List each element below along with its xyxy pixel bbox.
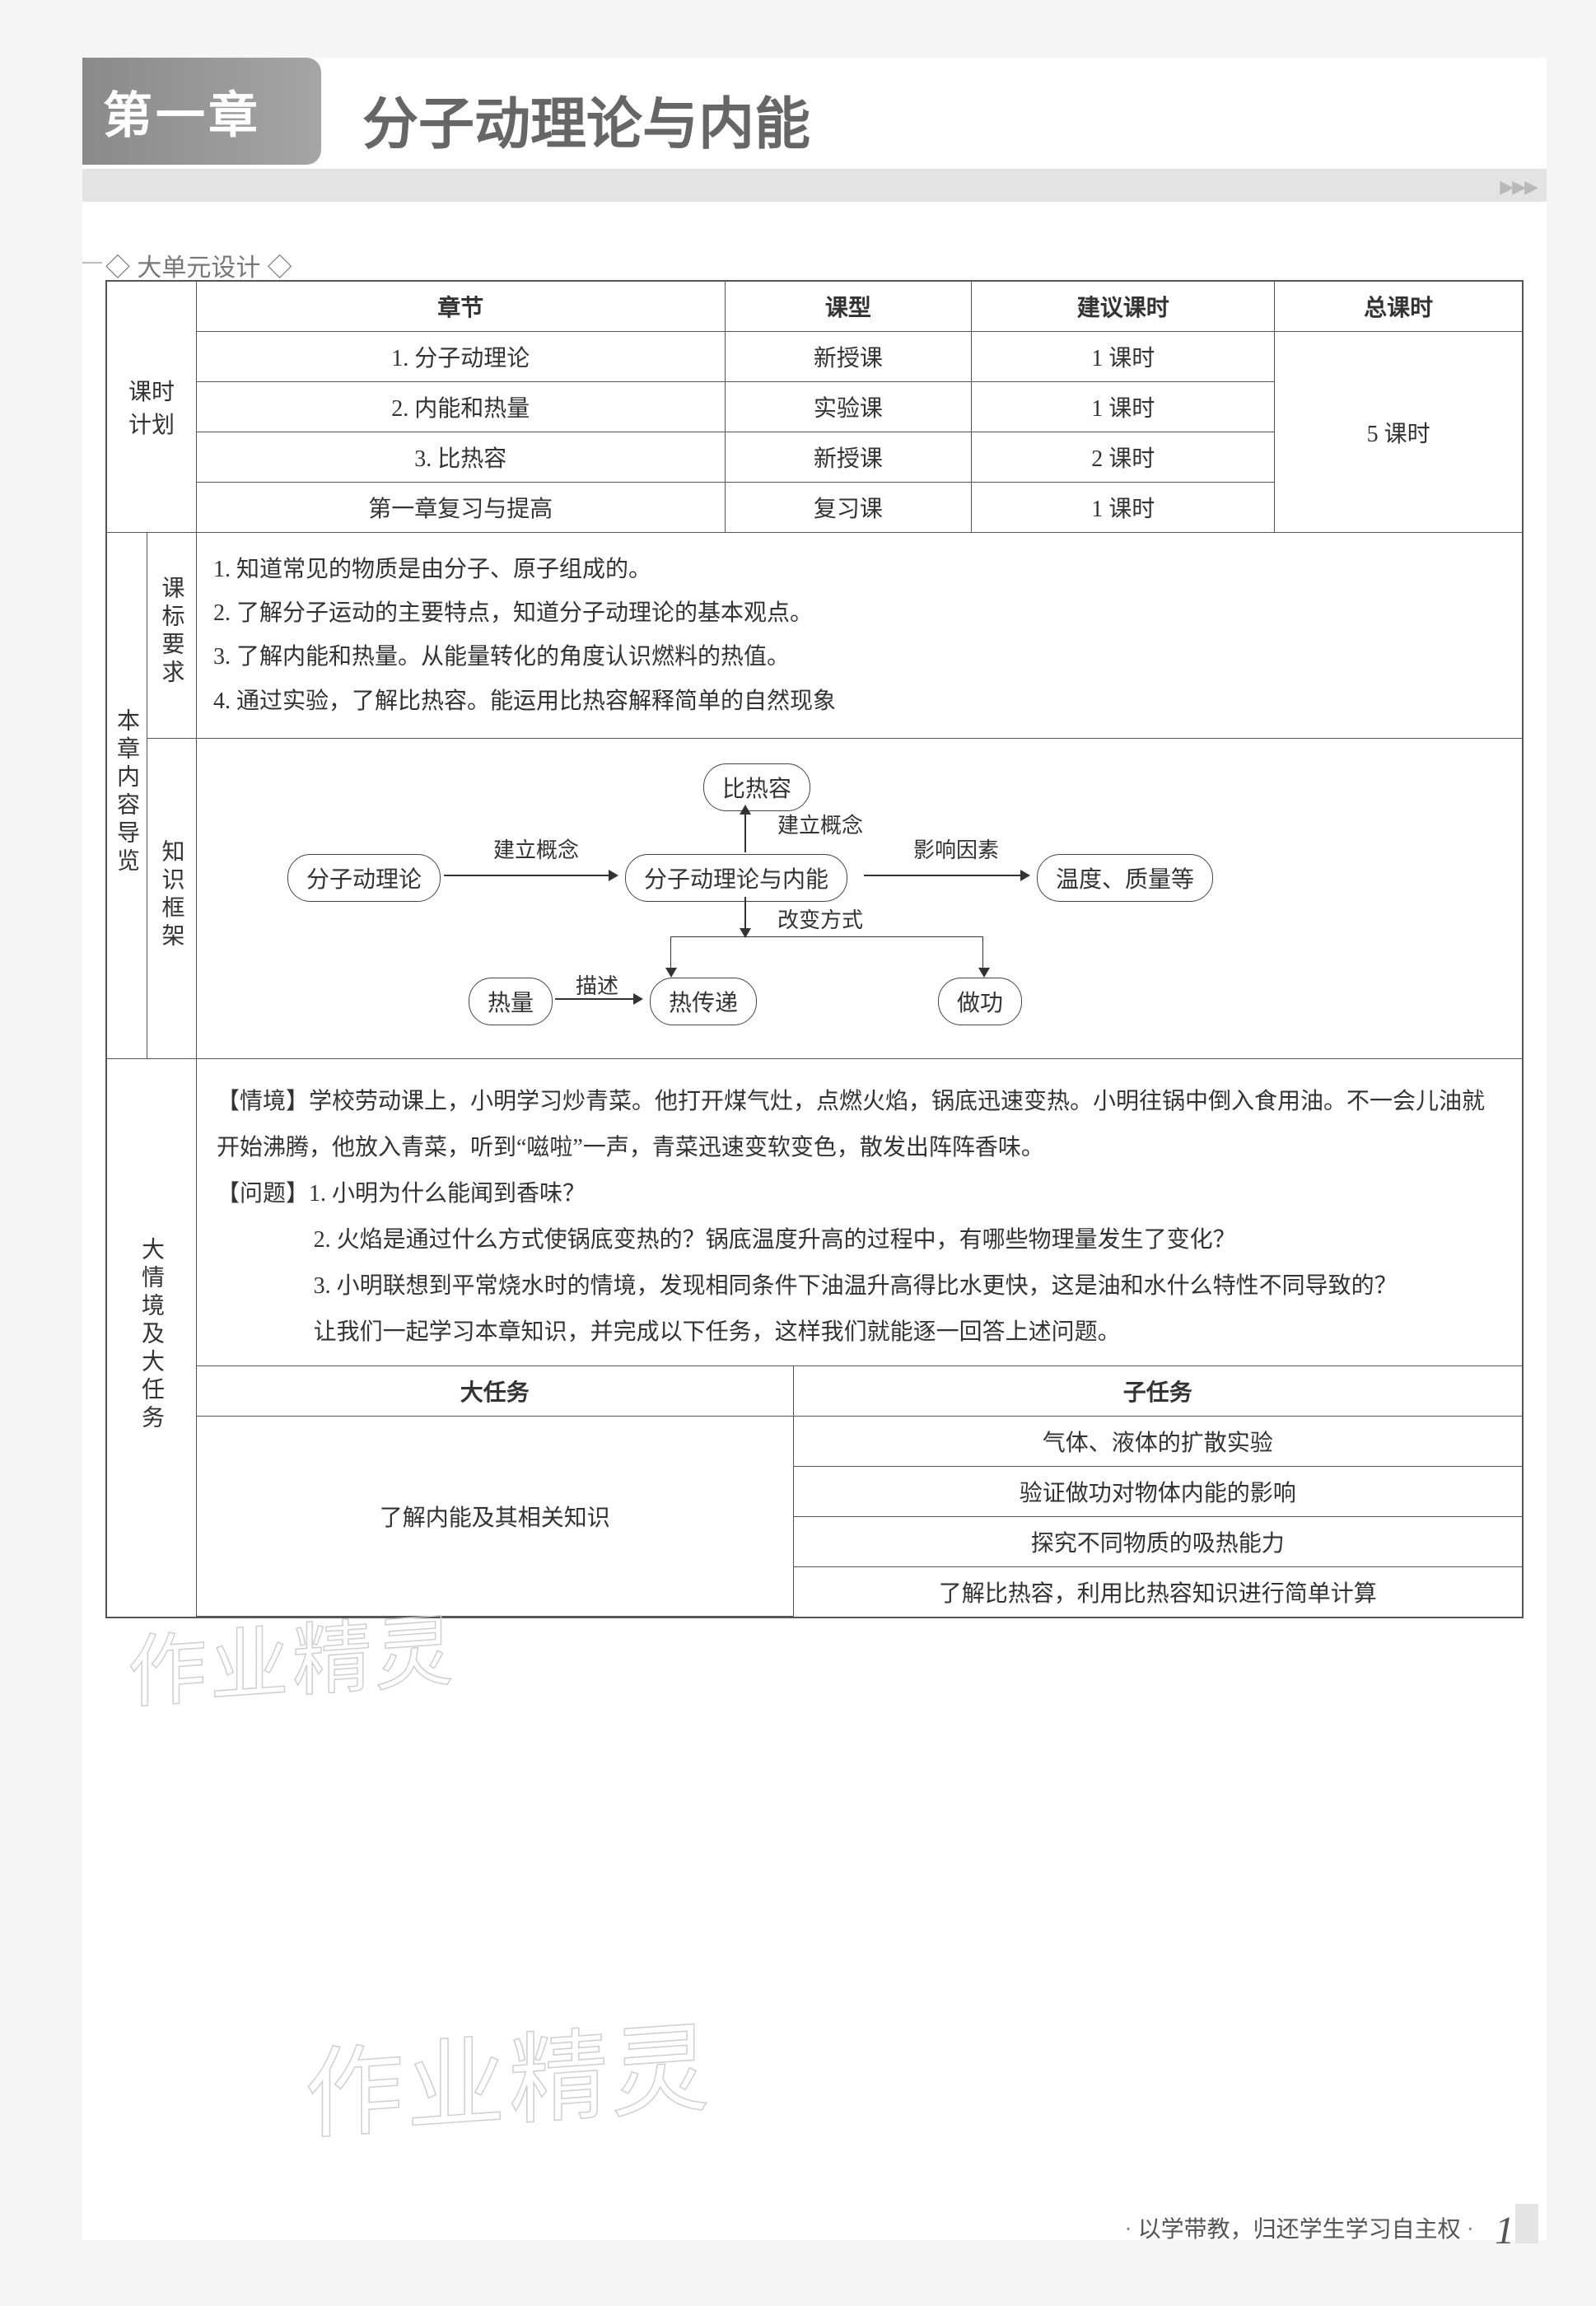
- edge-label: 建立概念: [777, 809, 863, 839]
- chapter-tab: 第一章: [82, 58, 321, 165]
- arrow-decor: ▶▶▶: [1500, 176, 1537, 198]
- page-number: 1: [1495, 2208, 1514, 2253]
- subtask-item: 了解比热容，利用比热容知识进行简单计算: [793, 1566, 1522, 1617]
- edge-label: 影响因素: [913, 833, 999, 864]
- page: 第一章 分子动理论与内能 ▶▶▶ ◇ 大单元设计 ◇ 课时计划 章节 课型 建议…: [82, 58, 1547, 2240]
- arrow: [670, 969, 672, 976]
- node-heat-capacity: 比热容: [703, 763, 810, 811]
- page-number-shade: [1515, 2204, 1538, 2243]
- node-work: 做功: [938, 978, 1022, 1025]
- arrow: [864, 875, 1029, 876]
- chapter-title: 分子动理论与内能: [362, 78, 810, 160]
- arrow: [744, 897, 746, 936]
- footer-text: 以学带教，归还学生学习自主权: [1138, 2217, 1461, 2243]
- vlabel-situation: 大情境及大任务: [135, 1237, 168, 1433]
- header-bar: [82, 169, 1547, 202]
- situation-line: 2. 火焰是通过什么方式使锅底变热的？锅底温度升高的过程中，有哪些物理量发生了变…: [217, 1217, 1502, 1263]
- objective-item: 3. 了解内能和热量。从能量转化的角度认识燃料的热值。: [213, 635, 1505, 679]
- arrow: [983, 969, 985, 976]
- arrow: [744, 806, 746, 852]
- objective-item: 2. 了解分子运动的主要特点，知道分子动理论的基本观点。: [213, 591, 1505, 635]
- node-temp: 温度、质量等: [1037, 854, 1213, 902]
- diagram: 比热容 分子动理论 分子动理论与内能 温度、质量等 热量 热传递 做功 建立概念…: [213, 763, 1505, 1027]
- plan-row-label: 课时计划: [106, 281, 197, 533]
- knowledge-framework-diagram: 比热容 分子动理论 分子动理论与内能 温度、质量等 热量 热传递 做功 建立概念…: [197, 738, 1524, 1058]
- situation-text: 【情境】学校劳动课上，小明学习炒青菜。他打开煤气灶，点燃火焰，锅底迅速变热。小明…: [197, 1059, 1522, 1365]
- vlabel-chapter-overview: 本章内容导览: [110, 708, 143, 876]
- objective-item: 1. 知道常见的物质是由分子、原子组成的。: [213, 548, 1505, 591]
- total-hours: 5 课时: [1275, 332, 1523, 533]
- node-transfer: 热传递: [650, 978, 757, 1025]
- arrow: [444, 875, 617, 876]
- edge-label: 描述: [576, 969, 618, 1000]
- node-heat: 热量: [469, 978, 553, 1025]
- section-label: ◇ 大单元设计 ◇: [105, 247, 292, 283]
- subtask-item: 探究不同物质的吸热能力: [793, 1516, 1522, 1566]
- big-task-header: 大任务: [197, 1365, 793, 1416]
- watermark: 作业精灵: [305, 1987, 713, 2159]
- node-core: 分子动理论与内能: [625, 854, 847, 902]
- situation-line: 3. 小明联想到平常烧水时的情境，发现相同条件下油温升高得比水更快，这是油和水什…: [217, 1263, 1502, 1309]
- situation-line: 【问题】1. 小明为什么能闻到香味？: [217, 1171, 1502, 1217]
- col-section: 章节: [197, 281, 726, 332]
- col-type: 课型: [725, 281, 972, 332]
- situation-line: 让我们一起学习本章知识，并完成以下任务，这样我们就能逐一回答上述问题。: [217, 1309, 1502, 1356]
- situation-line: 【情境】学校劳动课上，小明学习炒青菜。他打开煤气灶，点燃火焰，锅底迅速变热。小明…: [217, 1079, 1502, 1171]
- big-task-cell: 了解内能及其相关知识: [197, 1416, 793, 1617]
- section-rule-left: [82, 262, 102, 264]
- branch-line: [670, 936, 983, 969]
- sub-task-header: 子任务: [793, 1365, 1522, 1416]
- standard-objectives: 1. 知道常见的物质是由分子、原子组成的。 2. 了解分子运动的主要特点，知道分…: [197, 533, 1524, 739]
- plan-header-row: 课时计划 章节 课型 建议课时 总课时: [106, 281, 1523, 332]
- edge-label: 建立概念: [493, 833, 579, 864]
- node-mkt: 分子动理论: [287, 854, 441, 902]
- unit-design-table: 课时计划 章节 课型 建议课时 总课时 1. 分子动理论 新授课 1 课时 5 …: [105, 280, 1524, 1618]
- subtask-item: 气体、液体的扩散实验: [793, 1416, 1522, 1466]
- arrow: [555, 998, 642, 1000]
- vlabel-standard: 课标要求: [156, 576, 189, 688]
- col-suggested: 建议课时: [972, 281, 1275, 332]
- edge-label: 改变方式: [777, 903, 863, 934]
- subtask-item: 验证做功对物体内能的影响: [793, 1466, 1522, 1516]
- vlabel-framework: 知识框架: [156, 839, 189, 951]
- plan-row: 1. 分子动理论 新授课 1 课时 5 课时: [106, 332, 1523, 382]
- page-footer: · 以学带教，归还学生学习自主权 · 1: [1124, 2204, 1538, 2253]
- col-total: 总课时: [1275, 281, 1523, 332]
- task-table: 大任务 子任务 了解内能及其相关知识 气体、液体的扩散实验 验证做功对物体内能的…: [197, 1365, 1522, 1617]
- objective-item: 4. 通过实验，了解比热容。能运用比热容解释简单的自然现象: [213, 679, 1505, 723]
